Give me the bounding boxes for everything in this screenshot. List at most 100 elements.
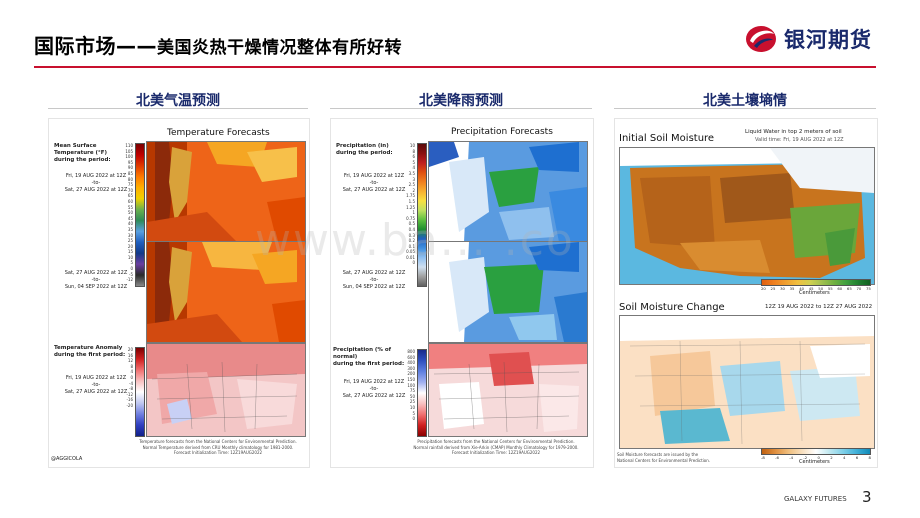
temperature-scale-ticks: 110 105 100 95 90 85 80 75 70 65 60 55 50 45 40 35 30 25 2… [123, 143, 133, 283]
scale-tick: 65 [846, 286, 852, 291]
scale-tick: -6 [775, 455, 779, 460]
scale-tick: 1 [412, 210, 415, 216]
scale-tick: 55 [127, 204, 133, 210]
scale-tick: -5 [129, 271, 133, 277]
scale-tick: 25 [127, 238, 133, 244]
scale-label: Mean Surface Temperature (°F) during the… [54, 143, 111, 163]
scale-tick: 80 [127, 176, 133, 182]
temperature-map-period1 [146, 141, 306, 243]
soil-change-legend-ticks: -8 -6 -4 -2 0 2 4 6 8 [761, 454, 871, 461]
col-title-temperature: 北美气温预测 [136, 93, 220, 109]
scale-tick: -8 [761, 455, 765, 460]
scale-tick: 75 [127, 182, 133, 188]
scale-tick: 45 [808, 286, 814, 291]
precipitation-forecast-panel: Precipitation Forecasts Precipitation (i… [330, 118, 594, 468]
scale-tick: 8 [412, 148, 415, 154]
anomaly-scale-ticks: 20 16 12 8 4 0 -4 -8 -12 -16 -20 [123, 347, 133, 409]
title-sub: 美国炎热干燥情况整体有所好转 [157, 38, 402, 58]
scale-tick: 0.01 [406, 254, 415, 260]
col-title-precipitation: 北美降雨预测 [419, 93, 503, 109]
scale-tick: 0 [412, 260, 415, 266]
panel-title: Precipitation Forecasts [451, 127, 553, 137]
scale-tick: 4 [130, 369, 133, 375]
scale-tick: -12 [126, 277, 133, 283]
scale-tick: 8 [130, 363, 133, 369]
scale-tick: 110 [125, 143, 133, 148]
scale-label: Precipitation (in) during the period: [336, 143, 393, 156]
scale-tick: 105 [125, 148, 133, 154]
anomaly-colorbar [417, 349, 427, 437]
footer-company: GALAXY FUTURES [784, 495, 847, 503]
soil-change-title: Soil Moisture Change [619, 302, 725, 313]
scale-tick: 1.5 [408, 198, 415, 204]
soil-moisture-panel: Initial Soil Moisture Liquid Water in to… [614, 118, 878, 468]
soil-initial-subtitle: Liquid Water in top 2 meters of soil [745, 129, 842, 135]
scale-tick: 0.05 [406, 249, 415, 255]
scale-tick: 8 [868, 455, 871, 460]
period-label: Sat, 27 AUG 2022 at 12Z -to- Sun, 04 SEP… [342, 270, 406, 290]
soil-legend-ticks: 20 25 30 35 40 45 50 55 60 65 70 75 [761, 285, 871, 292]
soil-footnote: Soil Moisture forecasts are issued by th… [617, 452, 711, 463]
period-label: Fri, 19 AUG 2022 at 12Z -to- Sat, 27 AUG… [64, 375, 128, 395]
scale-tick: -2 [803, 455, 808, 460]
soil-change-legend-bar [761, 448, 871, 455]
scale-tick: -16 [126, 397, 133, 403]
scale-tick: 0.5 [408, 221, 415, 227]
scale-tick: 60 [837, 286, 843, 291]
scale-tick: 10 [409, 404, 415, 410]
scale-tick: 2 [412, 187, 415, 193]
scale-tick: 16 [127, 352, 133, 358]
scale-tick: 50 [409, 393, 415, 399]
soil-legend-bar [761, 279, 871, 286]
scale-tick: 20 [127, 243, 133, 249]
scale-tick: 1.25 [406, 204, 415, 210]
scale-tick: -8 [129, 386, 133, 392]
soil-initial-title: Initial Soil Moisture [619, 133, 715, 144]
scale-tick: 60 [127, 198, 133, 204]
scale-tick: 35 [789, 286, 795, 291]
period-label: Fri, 19 AUG 2022 at 12Z -to- Sat, 27 AUG… [64, 173, 128, 193]
scale-tick: 95 [127, 159, 133, 165]
scale-tick: 50 [818, 286, 824, 291]
scale-tick: 90 [127, 165, 133, 171]
scale-tick: 5 [412, 159, 415, 165]
scale-tick: 45 [127, 215, 133, 221]
scale-tick: 30 [780, 286, 785, 291]
page-number: 3 [862, 488, 872, 506]
scale-tick: 100 [125, 154, 133, 160]
col-divider [330, 108, 592, 109]
scale-tick: 0.1 [408, 243, 415, 249]
scale-tick: 0 [130, 374, 133, 380]
scale-tick: 4 [412, 165, 415, 171]
col-title-soil: 北美土壤墒情 [703, 93, 787, 109]
scale-tick: 75 [409, 388, 415, 394]
scale-tick: 25 [409, 399, 415, 405]
precipitation-colorbar [417, 143, 427, 287]
scale-tick: 6 [855, 455, 859, 460]
valid-time-label: Valid time: Fri, 19 AUG 2022 at 12Z [755, 137, 844, 143]
scale-tick: 2 [830, 455, 833, 460]
soil-change-subtitle: 12Z 19 AUG 2022 to 12Z 27 AUG 2022 [765, 304, 873, 310]
watermark: www.ba... .co [255, 215, 575, 266]
title-main: 国际市场—— [34, 34, 157, 58]
scale-tick: 40 [127, 221, 133, 227]
scale-tick: 20 [761, 286, 766, 291]
scale-tick: 0.4 [408, 226, 415, 232]
soil-moisture-change-map [619, 315, 875, 449]
scale-tick: 6 [412, 154, 415, 160]
scale-tick: 200 [407, 371, 415, 377]
scale-tick: 0 [130, 266, 133, 272]
initial-soil-moisture-map [619, 147, 875, 285]
scale-tick: 40 [799, 286, 805, 291]
scale-tick: 70 [127, 187, 133, 193]
scale-tick: 3 [412, 176, 415, 182]
temperature-colorbar [135, 143, 145, 287]
scale-tick: 0 [412, 416, 415, 422]
galaxy-logo-icon [746, 26, 776, 52]
col-divider [614, 108, 876, 109]
page-title: 国际市场——美国炎热干燥情况整体有所好转 [34, 30, 402, 59]
scale-tick: -4 [129, 380, 133, 386]
scale-tick: 800 [407, 349, 415, 354]
scale-tick: -4 [789, 455, 794, 460]
precipitation-footnote: Precipitation forecasts from the Nationa… [413, 439, 579, 455]
